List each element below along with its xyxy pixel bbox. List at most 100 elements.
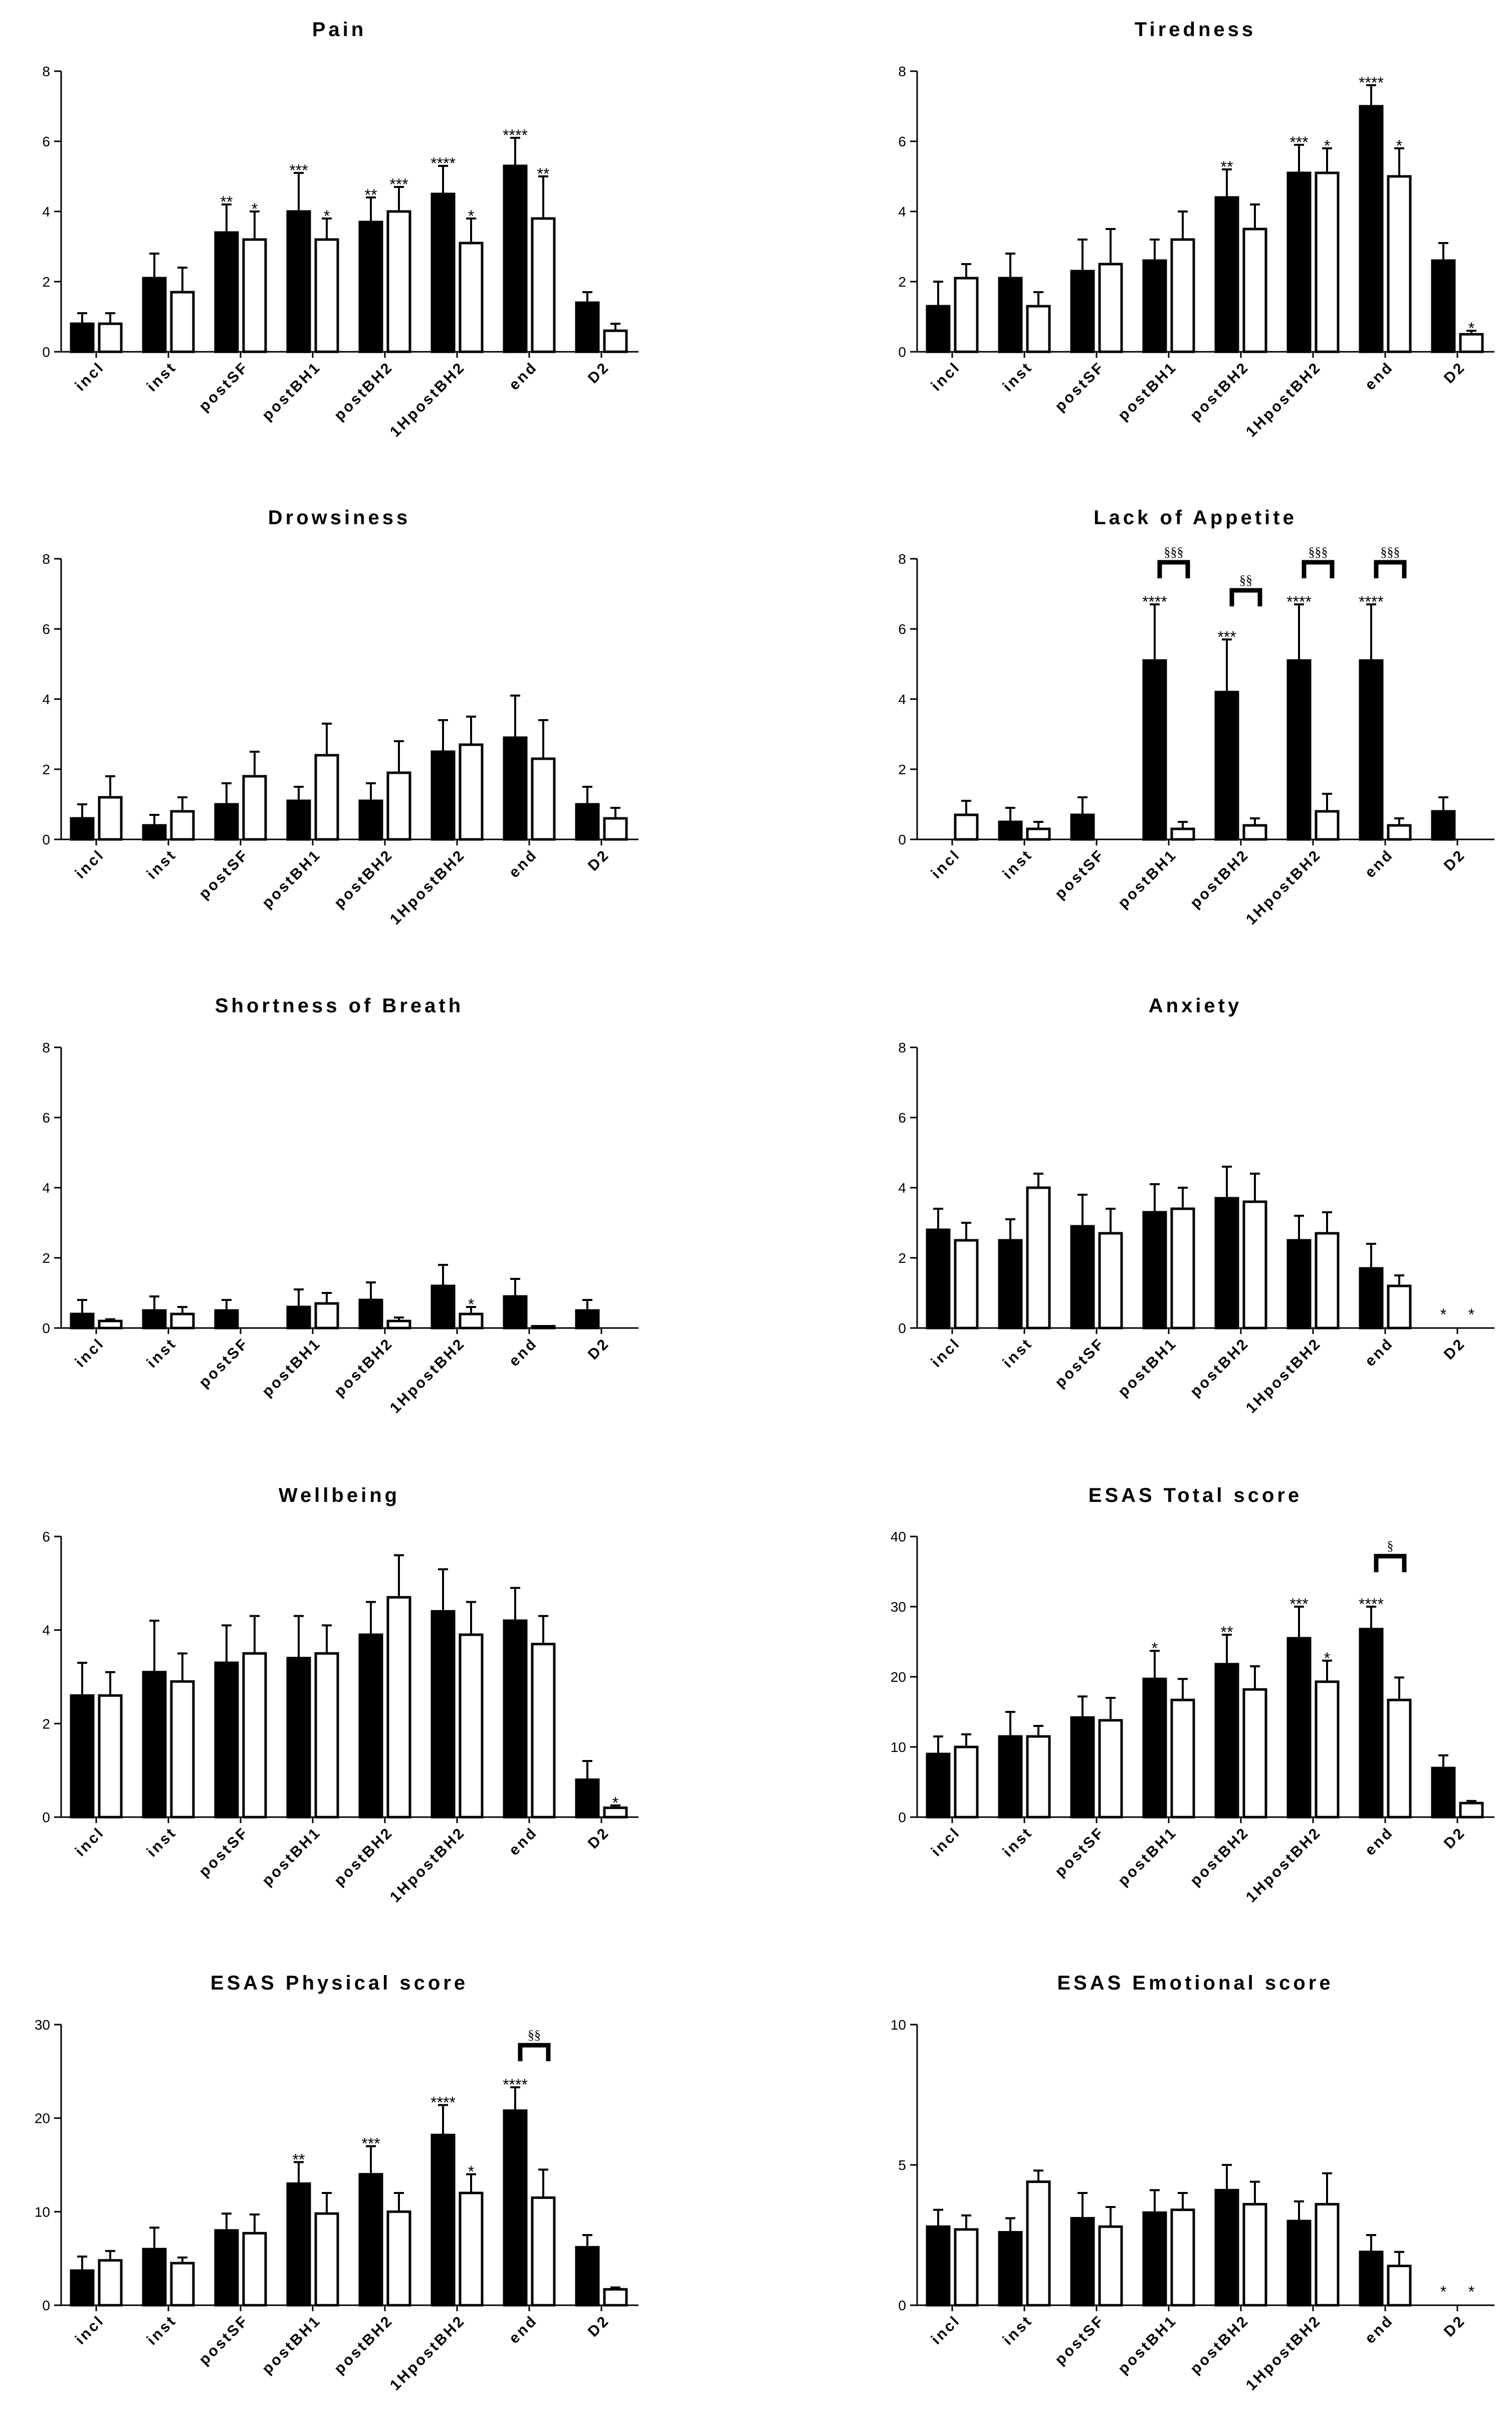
bar-filled-1HpostBH2 [1286, 1637, 1312, 1819]
y-tick-label: 6 [42, 134, 50, 149]
bar-filled-incl [926, 1228, 951, 1330]
bar-open-inst [170, 1312, 195, 1330]
category-label: end [1362, 1335, 1397, 1370]
category-label: end [1362, 359, 1397, 394]
bar-open-postSF [242, 775, 267, 841]
y-tick-label: 30 [35, 2017, 50, 2033]
significance-mark: **** [430, 2094, 456, 2112]
category-label: postBH2 [1187, 1824, 1252, 1889]
bar-filled-incl [70, 2269, 95, 2307]
bar-open-inst [1026, 1186, 1051, 1330]
significance-mark: * [1324, 137, 1330, 155]
y-tick-label: 0 [42, 832, 50, 847]
bar-open-postBH2 [386, 771, 411, 841]
significance-bracket [1302, 560, 1335, 578]
bar-filled-D2 [575, 1309, 600, 1330]
bar-open-end [531, 1643, 556, 1819]
bar-open-inst [1026, 2180, 1051, 2307]
chart-title: ESAS Total score [1089, 1484, 1302, 1506]
bar-filled-postBH1 [286, 2182, 311, 2307]
y-tick-label: 6 [898, 1110, 906, 1126]
y-tick-label: 8 [42, 1040, 50, 1055]
category-label: postBH2 [331, 846, 396, 912]
bar-filled-incl [70, 1694, 95, 1819]
bar-filled-end [503, 1295, 528, 1330]
category-label: postBH2 [1187, 846, 1252, 912]
bar-open-postBH1 [1170, 1698, 1195, 1819]
significance-mark: **** [1359, 74, 1384, 92]
significance-mark: *** [1289, 1595, 1308, 1613]
significance-bracket [1157, 560, 1190, 578]
category-label: postBH1 [1115, 2312, 1180, 2377]
category-label: D2 [1441, 846, 1469, 874]
bar-filled-postBH1 [286, 799, 311, 841]
bar-open-inst [170, 291, 195, 353]
bar-open-postBH1 [314, 238, 339, 353]
bar-open-1HpostBH2 [1315, 1680, 1340, 1819]
category-label: postBH2 [331, 1824, 396, 1889]
bar-filled-inst [142, 1671, 167, 1819]
bar-open-inst [170, 1680, 195, 1819]
bar-open-incl [954, 813, 979, 841]
y-tick-label: 0 [898, 2298, 906, 2313]
bar-open-D2 [603, 1806, 628, 1819]
bar-filled-inst [998, 2231, 1023, 2307]
bar-open-inst [1026, 827, 1051, 841]
y-tick-label: 10 [35, 2204, 50, 2220]
bar-filled-postBH2 [358, 799, 383, 841]
bar-open-postBH2 [386, 1596, 411, 1819]
significance-mark: ** [1221, 158, 1233, 176]
category-label: postSF [1052, 2312, 1108, 2368]
category-label: postSF [196, 359, 252, 415]
category-label: inst [1000, 1335, 1036, 1371]
significance-mark: * [324, 207, 330, 225]
category-label: inst [1000, 2312, 1036, 2348]
bar-open-postSF [242, 2232, 267, 2307]
bar-filled-postBH1 [1142, 1677, 1167, 1819]
bar-filled-postSF [214, 803, 239, 841]
bar-filled-postBH2 [358, 1298, 383, 1330]
bar-open-end [1387, 824, 1412, 841]
bar-filled-D2 [575, 2246, 600, 2307]
significance-mark: **** [1359, 593, 1384, 611]
bar-open-incl [98, 2259, 123, 2307]
category-label: incl [72, 846, 108, 882]
bar-open-postBH2 [1242, 1688, 1267, 1819]
y-tick-label: 8 [898, 1040, 906, 1055]
bar-filled-postSF [1070, 270, 1095, 353]
y-tick-label: 4 [898, 1180, 906, 1196]
category-label: incl [928, 846, 964, 882]
y-tick-label: 8 [898, 551, 906, 567]
bar-open-end [531, 1325, 556, 1330]
y-tick-label: 6 [898, 134, 906, 149]
bar-filled-inst [142, 2248, 167, 2307]
bar-open-incl [954, 1745, 979, 1819]
bar-open-incl [98, 322, 123, 353]
y-tick-label: 0 [42, 2298, 50, 2313]
bar-filled-end [1359, 1267, 1384, 1330]
category-label: D2 [585, 2312, 613, 2340]
bar-open-inst [1026, 1735, 1051, 1819]
significance-mark: * [1468, 2283, 1474, 2301]
bar-open-D2 [1459, 1802, 1484, 1819]
bar-open-postSF [1098, 1232, 1123, 1330]
category-label: end [506, 359, 541, 394]
bar-filled-inst [998, 820, 1023, 841]
chart-title: Pain [312, 19, 366, 41]
bar-open-postBH2 [1242, 1200, 1267, 1330]
significance-mark: * [1396, 137, 1402, 155]
y-tick-label: 2 [898, 274, 906, 290]
bar-filled-1HpostBH2 [1286, 171, 1312, 353]
bracket-label: §§ [528, 2028, 541, 2042]
bar-filled-incl [926, 1752, 951, 1819]
category-label: D2 [1441, 1824, 1469, 1852]
y-tick-label: 2 [898, 1250, 906, 1266]
chart-title: Lack of Appetite [1094, 507, 1297, 529]
significance-mark: * [1440, 2283, 1446, 2301]
bar-filled-postBH2 [1214, 1197, 1239, 1330]
category-label: D2 [1441, 1335, 1469, 1363]
category-label: inst [144, 2312, 180, 2348]
significance-mark: * [612, 1794, 618, 1812]
